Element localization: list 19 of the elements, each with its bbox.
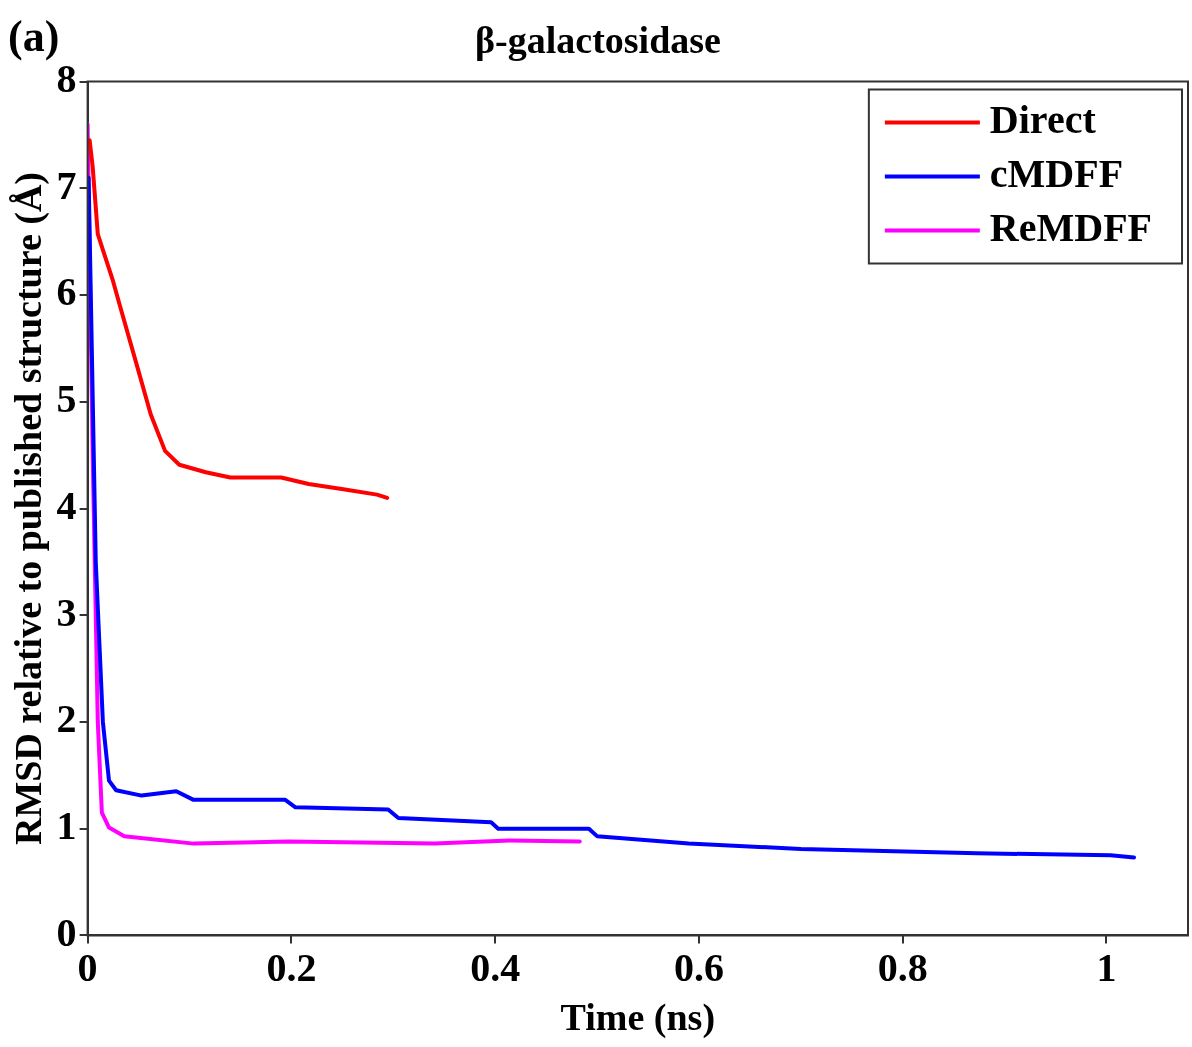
x-tick-label: 1 bbox=[1096, 944, 1117, 990]
chart-title: β-galactosidase bbox=[475, 18, 721, 61]
legend-label: Direct bbox=[989, 96, 1097, 142]
y-tick-label: 5 bbox=[56, 376, 77, 422]
y-axis-title: RMSD relative to published structure (Å) bbox=[6, 171, 50, 846]
y-tick-label: 7 bbox=[56, 162, 77, 208]
y-tick-label: 2 bbox=[56, 696, 77, 742]
x-tick-label: 0.6 bbox=[673, 944, 724, 990]
y-tick-label: 4 bbox=[56, 482, 77, 528]
x-tick-label: 0.2 bbox=[266, 944, 317, 990]
x-tick-label: 0.4 bbox=[470, 944, 521, 990]
y-tick-label: 3 bbox=[56, 589, 77, 635]
x-tick-label: 0.8 bbox=[877, 944, 928, 990]
legend-label: ReMDFF bbox=[989, 204, 1153, 250]
y-tick-label: 6 bbox=[56, 269, 77, 315]
y-tick-label: 0 bbox=[56, 909, 77, 955]
y-tick-label: 1 bbox=[56, 803, 77, 848]
legend-label: cMDFF bbox=[989, 150, 1124, 196]
x-axis-title: Time (ns) bbox=[560, 996, 716, 1040]
